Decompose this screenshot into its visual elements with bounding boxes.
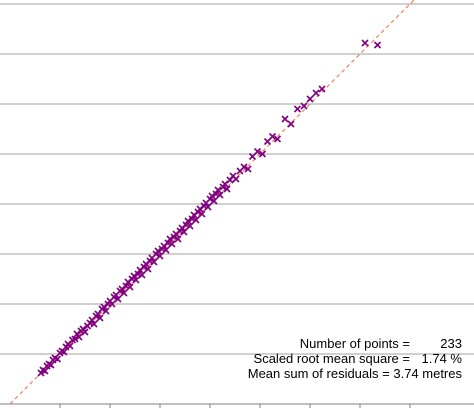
data-point-100 (258, 150, 267, 158)
data-point-112 (373, 41, 382, 49)
data-point-104 (281, 115, 289, 123)
data-point-55 (150, 258, 158, 266)
data-point-46 (132, 276, 140, 284)
data-point-94 (232, 175, 240, 183)
data-point-28 (96, 314, 104, 322)
rms-label: Scaled root mean square = (254, 351, 410, 366)
data-point-61 (162, 246, 170, 254)
data-point-37 (114, 295, 122, 303)
data-point-91 (223, 185, 231, 193)
data-point-85 (210, 197, 218, 205)
rms-value: 1.74 % (422, 351, 463, 366)
x-axis-ticks (59, 404, 411, 408)
data-point-99 (253, 147, 262, 156)
data-point-70 (180, 228, 188, 236)
data-point-102 (268, 132, 277, 141)
data-point-87 (214, 186, 222, 194)
data-point-73 (186, 222, 194, 230)
statistics-box: Number of points = 233 Scaled root mean … (248, 336, 463, 381)
data-point-8 (53, 355, 62, 363)
data-point-109 (312, 89, 320, 97)
data-point-5 (47, 361, 55, 369)
data-point-107 (300, 102, 308, 110)
data-point-108 (306, 95, 314, 103)
data-point-79 (198, 210, 206, 218)
data-point-76 (192, 216, 200, 224)
data-point-103 (273, 135, 282, 143)
data-point-14 (66, 342, 74, 350)
data-point-40 (120, 289, 128, 297)
data-point-63 (166, 235, 174, 243)
data-point-2 (41, 367, 49, 375)
data-point-72 (184, 217, 192, 225)
data-point-58 (156, 252, 164, 260)
data-point-64 (168, 240, 176, 248)
data-point-84 (208, 192, 216, 200)
data-point-31 (102, 307, 110, 315)
data-point-82 (204, 203, 212, 211)
data-point-106 (293, 105, 302, 113)
data-point-110 (318, 85, 326, 93)
data-point-88 (216, 191, 224, 199)
data-point-111 (361, 39, 369, 47)
points-count-value: 233 (440, 336, 462, 351)
data-point-11 (60, 348, 68, 356)
data-point-25 (90, 320, 98, 328)
data-point-34 (108, 300, 116, 308)
data-points (37, 39, 382, 377)
data-point-16 (71, 335, 79, 343)
data-point-45 (130, 272, 138, 280)
data-point-18 (75, 333, 83, 341)
points-count-label: Number of points = (300, 336, 410, 351)
data-point-96 (240, 163, 248, 171)
data-point-105 (287, 120, 295, 128)
data-point-21 (81, 328, 89, 336)
data-point-67 (174, 235, 182, 243)
gridlines (0, 3, 474, 355)
data-point-43 (126, 283, 134, 291)
data-point-52 (144, 265, 152, 273)
data-point-57 (154, 247, 162, 255)
data-point-97 (244, 165, 252, 173)
data-point-49 (138, 271, 146, 279)
mean-residuals: Mean sum of residuals = 3.74 metres (248, 366, 463, 381)
